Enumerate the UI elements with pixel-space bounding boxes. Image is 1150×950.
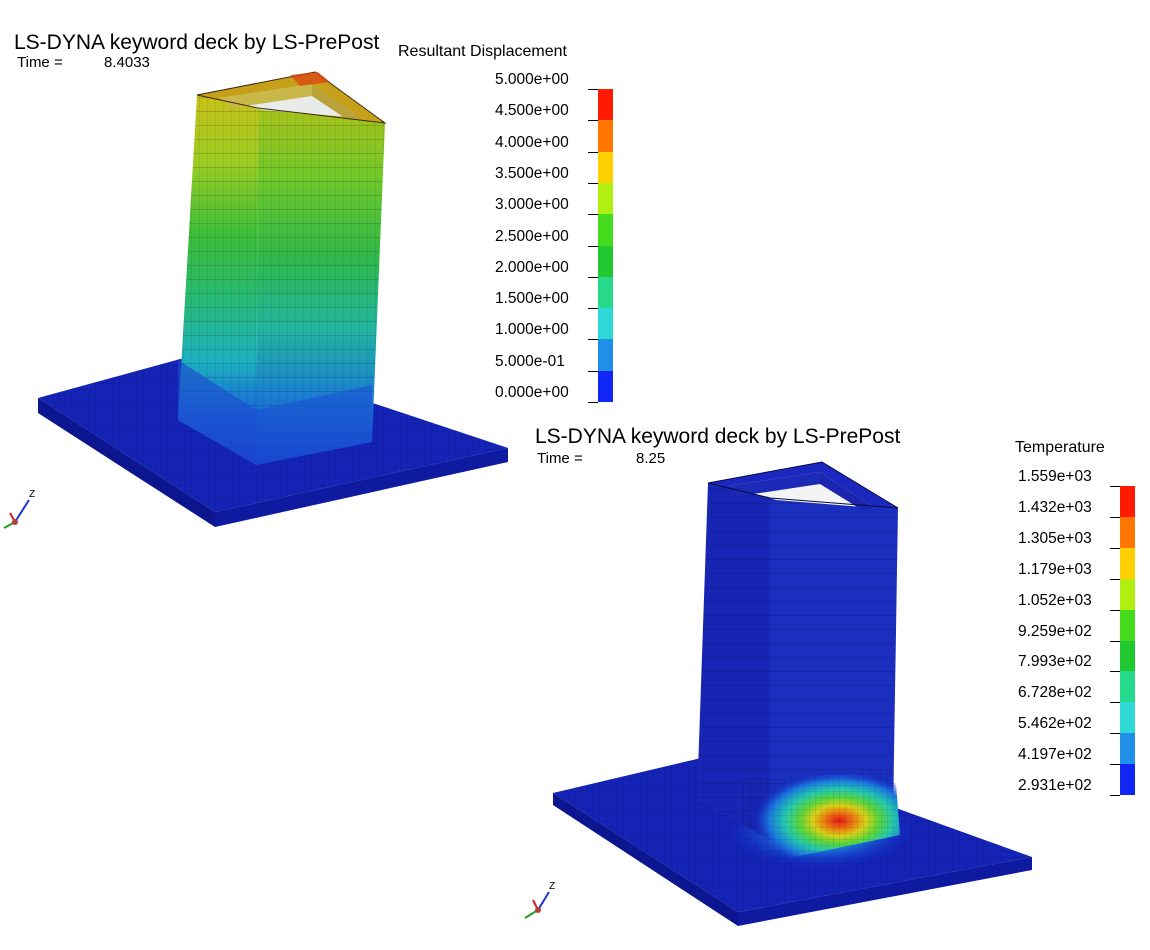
view1-time: Time = 8.4033 bbox=[17, 54, 150, 71]
view2-time-label: Time = bbox=[537, 450, 583, 467]
view1-legend-title: Resultant Displacement bbox=[398, 43, 567, 60]
view2-time: Time = 8.25 bbox=[537, 450, 665, 467]
axis-z-label: Z bbox=[549, 881, 556, 892]
model-temperature[interactable] bbox=[553, 461, 1032, 926]
view1-time-value: 8.4033 bbox=[104, 54, 150, 71]
view1-title: LS-DYNA keyword deck by LS-PrePost bbox=[14, 31, 380, 54]
axis-triad bbox=[3, 499, 30, 529]
view2-time-value: 8.25 bbox=[636, 450, 666, 467]
view2-title: LS-DYNA keyword deck by LS-PrePost bbox=[535, 425, 901, 448]
axis-triad bbox=[524, 891, 550, 919]
model-displacement[interactable] bbox=[38, 71, 508, 527]
view1-time-label: Time = bbox=[17, 54, 63, 71]
view2-legend-title: Temperature bbox=[1015, 439, 1105, 456]
axis-z-label: Z bbox=[29, 489, 36, 500]
